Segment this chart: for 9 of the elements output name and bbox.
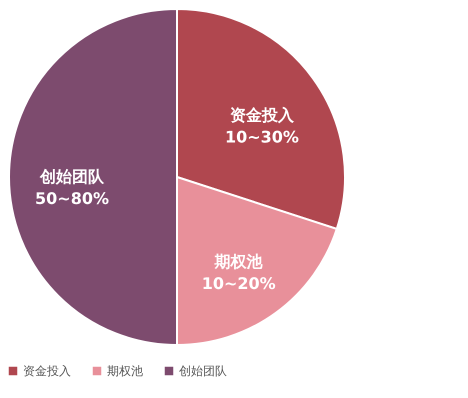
data-label: 10~30% [224, 127, 299, 146]
slice-label: 资金投入 [230, 105, 295, 124]
data-label: 50~80% [35, 189, 109, 208]
slice-label: 期权池 [214, 252, 264, 271]
legend-label: 创始团队 [179, 364, 227, 378]
slice-label: 创始团队 [39, 167, 105, 186]
data-label: 10~20% [202, 274, 276, 293]
legend-label: 资金投入 [23, 364, 71, 378]
legend-label: 期权池 [107, 364, 143, 378]
